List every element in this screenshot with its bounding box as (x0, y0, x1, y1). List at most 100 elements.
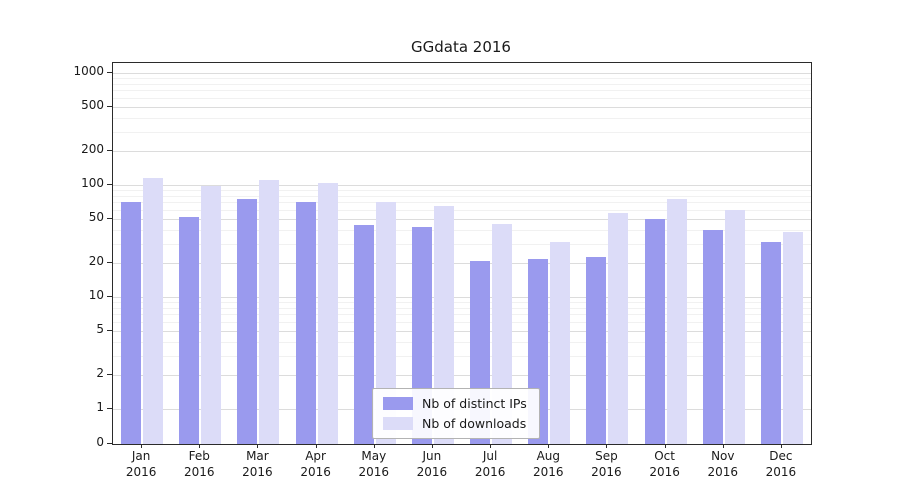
y-tick-label: 50 (88, 209, 104, 224)
x-tick-label: Dec 2016 (749, 449, 813, 480)
gridline-major (113, 218, 811, 220)
x-tick-month: Sep (595, 449, 618, 463)
bar-nov-downloads (724, 209, 745, 444)
gridline-major (113, 297, 811, 298)
x-tick-mark (257, 444, 259, 448)
x-tick-month: Nov (711, 449, 735, 463)
bar-may-downloads (375, 202, 396, 444)
x-tick-label: Jul 2016 (458, 449, 522, 480)
gridline-minor (113, 229, 811, 231)
legend-item: Nb of distinct IPs (383, 396, 527, 411)
x-tick-label: Oct 2016 (633, 449, 697, 480)
gridline-minor (113, 83, 811, 85)
x-tick-label: Jun 2016 (400, 449, 464, 480)
gridline-major (113, 73, 811, 74)
legend-swatch-icon (383, 417, 413, 430)
bar-dec-downloads (782, 232, 803, 444)
y-tick-mark (107, 329, 112, 331)
bar-apr-downloads (317, 182, 338, 444)
x-tick-label: May 2016 (342, 449, 406, 480)
x-tick-year: 2016 (533, 464, 564, 479)
gridline-minor (113, 302, 811, 304)
y-tick-mark (107, 374, 112, 376)
bar-dec-ips (760, 242, 781, 444)
x-tick-mark (373, 444, 375, 448)
x-tick-year: 2016 (649, 464, 680, 479)
gridline-major (113, 151, 811, 153)
plot-area (112, 62, 812, 445)
bar-jan-downloads (143, 178, 164, 444)
bar-sep-downloads (608, 213, 629, 444)
bar-mar-ips (237, 199, 258, 444)
y-tick-mark (107, 296, 112, 297)
bar-feb-ips (179, 216, 200, 444)
y-tick-label: 10 (88, 288, 104, 302)
y-tick-mark (107, 184, 112, 185)
y-tick-label: 1000 (73, 64, 104, 78)
x-tick-year: 2016 (242, 464, 273, 479)
bar-jan-ips (121, 202, 142, 444)
chart-title: GGdata 2016 (411, 38, 511, 56)
y-tick-label: 0 (96, 435, 104, 449)
y-tick-label: 20 (88, 254, 104, 269)
legend-label: Nb of distinct IPs (422, 396, 527, 411)
y-tick-label: 1 (96, 400, 104, 414)
x-tick-year: 2016 (591, 464, 622, 479)
bar-mar-downloads (259, 179, 280, 444)
y-tick-label: 100 (81, 176, 104, 190)
gridline-minor (113, 209, 811, 211)
x-tick-mark (490, 444, 492, 448)
y-tick-mark (107, 72, 112, 73)
x-tick-mark (664, 444, 666, 448)
gridline-major (113, 330, 811, 332)
x-tick-month: Feb (188, 449, 210, 463)
x-tick-mark (315, 444, 317, 448)
x-tick-month: Jan (131, 449, 151, 463)
y-tick-label: 200 (81, 142, 104, 157)
x-tick-mark (722, 444, 724, 448)
y-tick-mark (107, 217, 112, 219)
x-tick-year: 2016 (474, 464, 506, 479)
legend-item: Nb of downloads (383, 416, 527, 431)
x-tick-month: Apr (305, 449, 326, 463)
x-tick-year: 2016 (184, 464, 215, 479)
x-tick-month: Mar (246, 449, 269, 463)
gridline-minor (113, 97, 811, 99)
x-tick-year: 2016 (765, 464, 797, 479)
gridline-minor (113, 202, 811, 204)
gridline-minor (113, 78, 811, 80)
y-tick-mark (107, 408, 112, 409)
x-tick-mark (141, 444, 143, 448)
y-tick-mark (107, 150, 112, 152)
x-tick-year: 2016 (300, 464, 331, 479)
bar-oct-downloads (666, 199, 687, 444)
x-tick-month: Jun (422, 449, 442, 463)
y-tick-mark (107, 443, 112, 444)
gridline-minor (113, 117, 811, 119)
x-tick-mark (199, 444, 201, 448)
gridline-major (113, 263, 811, 265)
legend: Nb of distinct IPs Nb of downloads (372, 388, 540, 439)
y-tick-label: 500 (81, 97, 104, 112)
bar-aug-downloads (550, 242, 571, 444)
x-tick-label: Aug 2016 (516, 449, 580, 480)
y-tick-label: 5 (96, 321, 104, 336)
bar-feb-downloads (201, 186, 222, 444)
x-tick-year: 2016 (125, 464, 157, 479)
bar-nov-ips (702, 229, 723, 444)
x-tick-label: Sep 2016 (574, 449, 638, 480)
gridline-minor (113, 190, 811, 192)
gridline-minor (113, 314, 811, 316)
gridline-minor (113, 90, 811, 92)
x-tick-label: Feb 2016 (167, 449, 231, 480)
x-tick-label: Nov 2016 (691, 449, 755, 480)
x-tick-mark (548, 444, 550, 448)
gridline-major (113, 375, 811, 377)
x-tick-label: Apr 2016 (284, 449, 348, 480)
x-tick-label: Jan 2016 (109, 449, 173, 480)
x-tick-month: Aug (536, 449, 561, 463)
bar-apr-ips (295, 202, 316, 444)
x-tick-month: Oct (654, 449, 675, 463)
gridline-minor (113, 321, 811, 323)
x-tick-year: 2016 (358, 464, 390, 479)
